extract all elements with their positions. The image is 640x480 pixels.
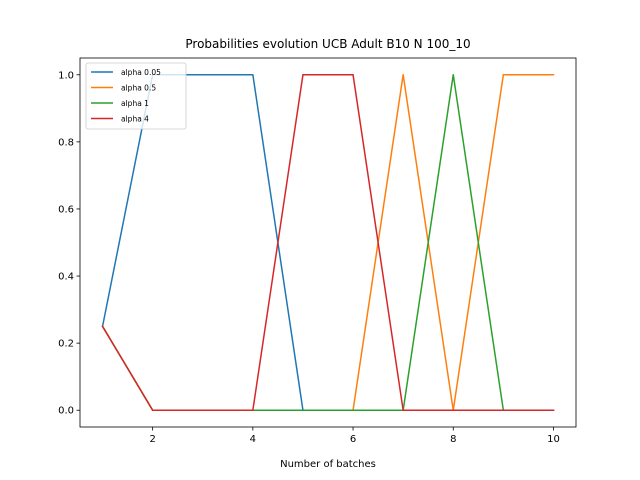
legend-label-2: alpha 1 (121, 99, 149, 108)
y-tick-label: 0.2 (58, 339, 74, 350)
y-tick-label: 1.0 (58, 70, 74, 81)
x-tick-label: 6 (350, 434, 356, 445)
y-tick-label: 0.6 (58, 204, 74, 215)
plot-frame (79, 57, 577, 428)
legend-label-0: alpha 0.05 (121, 68, 161, 77)
x-tick-label: 2 (149, 434, 155, 445)
x-tick-label: 4 (250, 434, 256, 445)
x-tick-label: 8 (450, 434, 456, 445)
chart-title: Probabilities evolution UCB Adult B10 N … (185, 37, 470, 51)
y-axis: 0.0 0.2 0.4 0.6 0.8 1.0 (58, 70, 80, 417)
legend: alpha 0.05 alpha 0.5 alpha 1 alpha 4 (85, 62, 187, 130)
legend-label-1: alpha 0.5 (121, 84, 156, 93)
x-axis-label: Number of batches (280, 459, 376, 470)
legend-box (85, 62, 187, 130)
y-tick-label: 0.0 (58, 406, 74, 417)
y-tick-label: 0.4 (58, 272, 74, 283)
y-tick-label: 0.8 (58, 137, 74, 148)
series-line-3 (101, 74, 555, 411)
legend-label-3: alpha 4 (121, 115, 149, 124)
x-axis: 2 4 6 8 10 (149, 427, 560, 445)
x-tick-label: 10 (547, 434, 560, 445)
